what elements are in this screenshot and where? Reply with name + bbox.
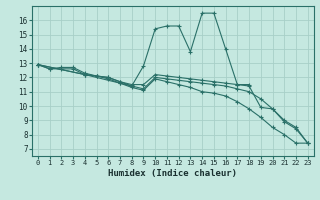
X-axis label: Humidex (Indice chaleur): Humidex (Indice chaleur) [108,169,237,178]
